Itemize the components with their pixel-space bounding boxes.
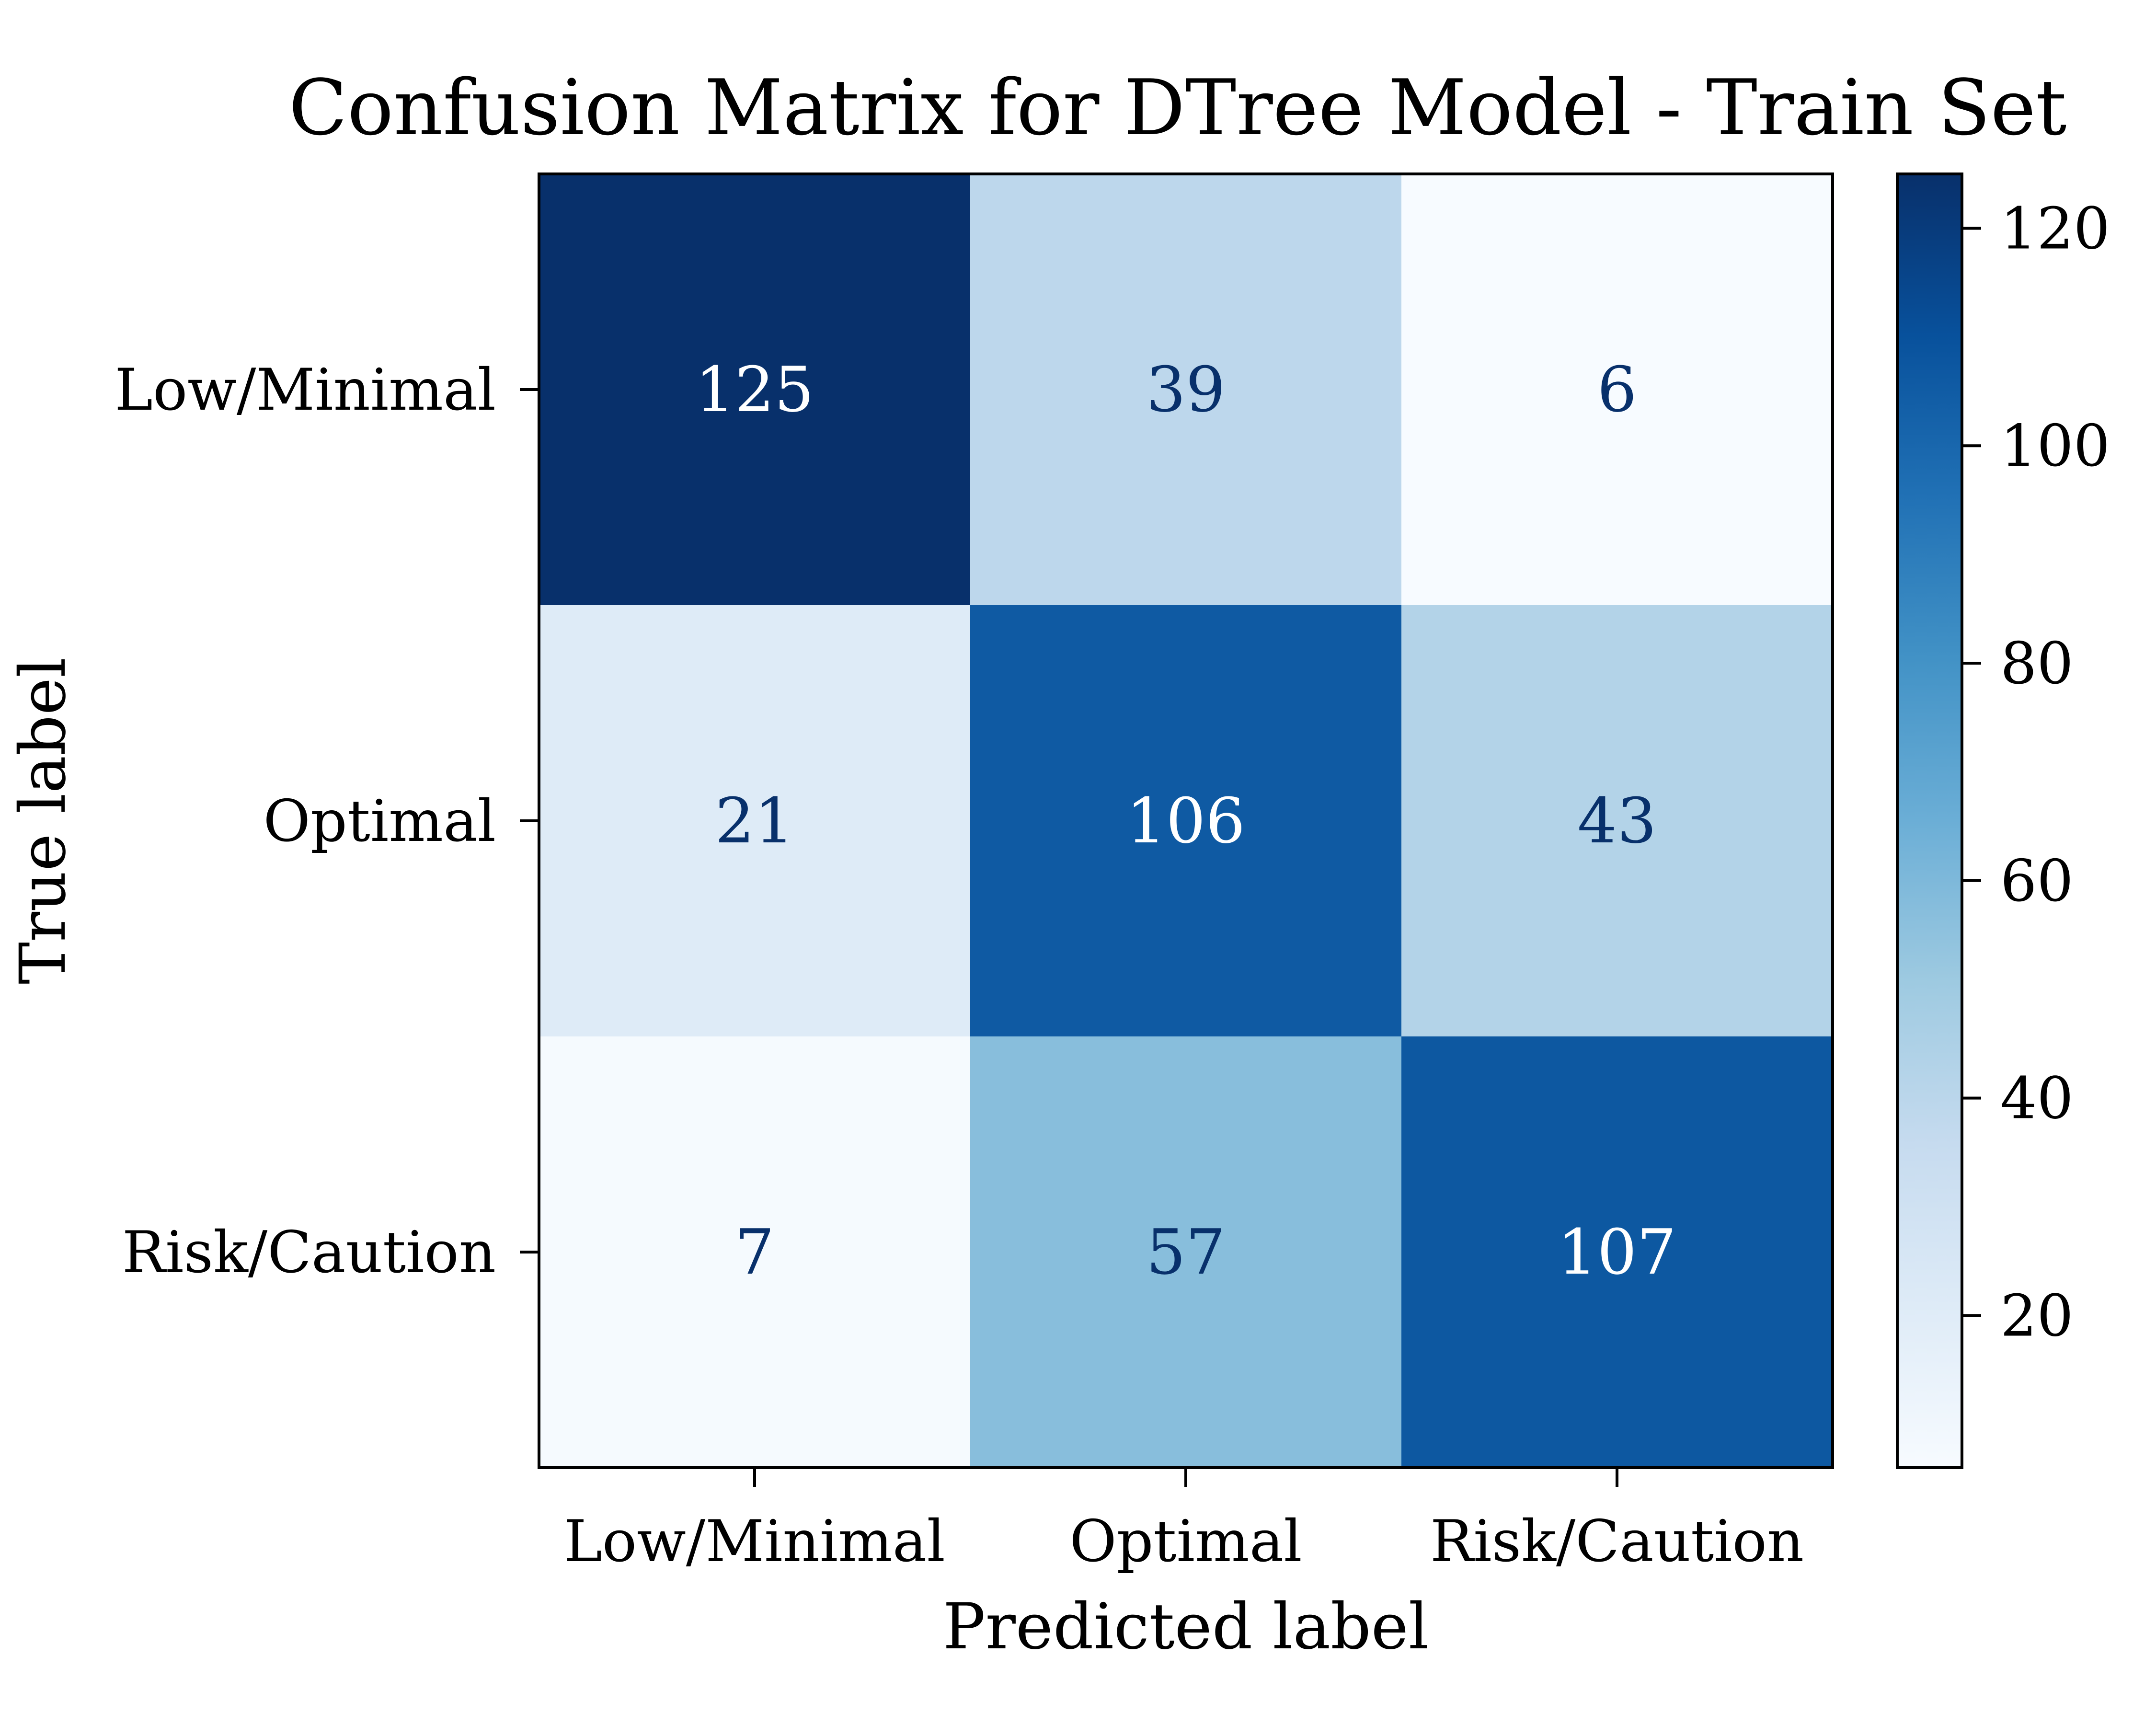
heatmap-cell — [539, 174, 970, 605]
colorbar-tick-label: 20 — [2000, 1283, 2074, 1349]
colorbar-tick-label: 40 — [2000, 1066, 2074, 1132]
heatmap-cell — [1401, 174, 1833, 605]
x-tick-label: Low/Minimal — [564, 1508, 945, 1575]
cell-value-label: 125 — [695, 353, 814, 426]
x-axis-ticks: Low/Minimal Optimal Risk/Caution — [564, 1468, 1804, 1575]
y-tick-label: Risk/Caution — [122, 1219, 496, 1286]
heatmap-cell — [539, 605, 970, 1036]
cell-value-label: 7 — [735, 1216, 775, 1288]
heatmap-cell — [1401, 605, 1833, 1036]
cell-value-label: 57 — [1146, 1216, 1225, 1288]
heatmap-cell — [970, 1036, 1401, 1468]
cell-value-label: 106 — [1126, 784, 1245, 857]
cell-value-label: 43 — [1577, 784, 1656, 857]
y-axis-ticks: Low/Minimal Optimal Risk/Caution — [115, 357, 539, 1286]
cell-values: 125 39 6 21 106 43 7 57 107 — [695, 353, 1676, 1288]
x-tick-label: Risk/Caution — [1430, 1508, 1804, 1575]
colorbar-ticks: 20 40 60 80 100 120 — [1962, 196, 2110, 1349]
heatmap-cell — [970, 174, 1401, 605]
colorbar — [1897, 174, 1962, 1468]
x-tick-label: Optimal — [1069, 1508, 1302, 1575]
y-tick-label: Optimal — [263, 788, 496, 855]
cell-value-label: 107 — [1558, 1216, 1676, 1288]
x-axis-label: Predicted label — [943, 1590, 1429, 1664]
heatmap-cell — [970, 605, 1401, 1036]
heatmap-cell — [1401, 1036, 1833, 1468]
colorbar-tick-label: 60 — [2000, 848, 2074, 915]
cell-value-label: 21 — [715, 784, 794, 857]
y-axis-label: True label — [6, 657, 80, 984]
colorbar-frame — [1896, 172, 1963, 1469]
colorbar-tick-label: 80 — [2000, 631, 2074, 697]
heatmap-cells — [539, 174, 1833, 1468]
chart-title: Confusion Matrix for DTree Model - Train… — [289, 63, 2067, 152]
heatmap-cell — [539, 1036, 970, 1468]
y-tick-label: Low/Minimal — [115, 357, 496, 424]
cell-value-label: 39 — [1146, 353, 1225, 426]
cell-value-label: 6 — [1597, 353, 1637, 426]
colorbar-tick-label: 120 — [2000, 196, 2110, 262]
colorbar-tick-label: 100 — [2000, 413, 2110, 480]
